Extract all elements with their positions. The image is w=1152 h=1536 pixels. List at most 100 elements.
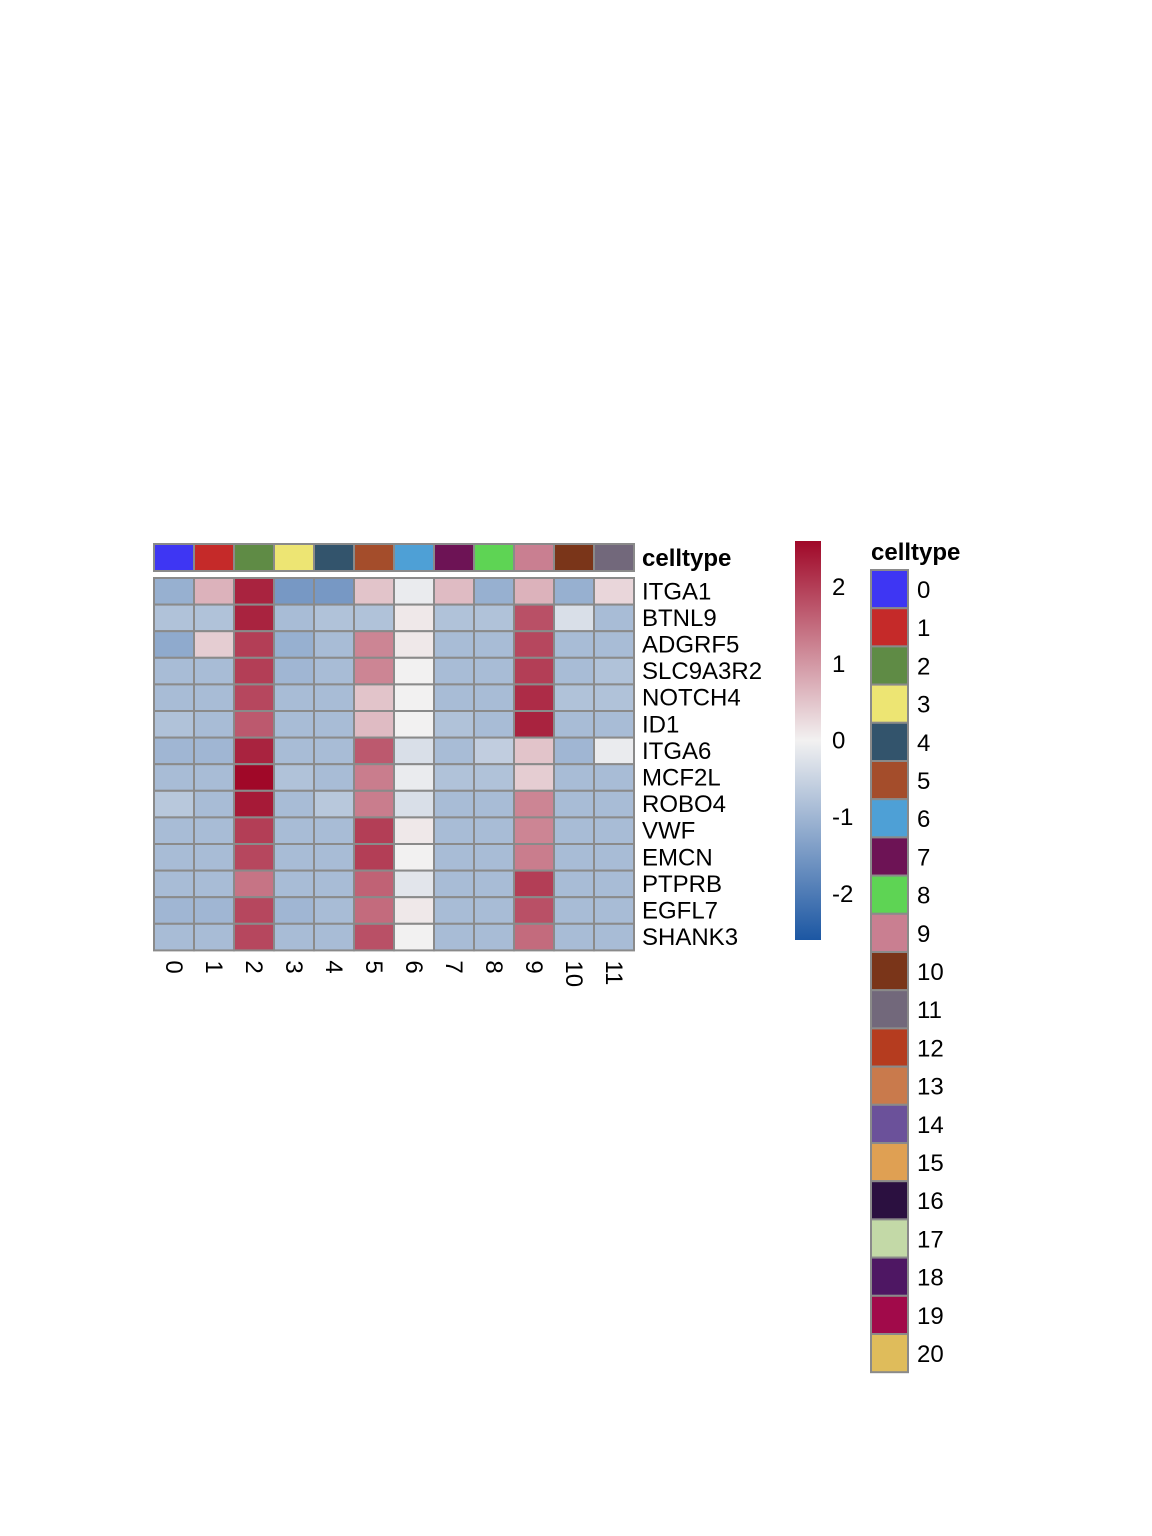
heatmap-cell [353, 630, 395, 659]
row-label: SLC9A3R2 [642, 658, 762, 685]
heatmap-cell [473, 630, 515, 659]
heatmap-cell [513, 577, 555, 606]
heatmap-cell [153, 603, 195, 633]
legend-swatch [870, 760, 909, 801]
heatmap-cell [513, 603, 555, 633]
heatmap-cell [433, 843, 475, 872]
heatmap-cell [553, 843, 595, 872]
heatmap-cell [433, 683, 475, 713]
heatmap-cell [393, 763, 435, 792]
heatmap-cell [153, 843, 195, 872]
legend-swatch [870, 1218, 909, 1259]
column-label: 5 [360, 960, 387, 973]
annotation-cell [193, 543, 235, 572]
column-label: 3 [280, 960, 307, 973]
legend-swatch [870, 1065, 909, 1106]
heatmap-cell [193, 710, 235, 739]
heatmap-cell [313, 843, 355, 872]
heatmap-cell [313, 922, 355, 952]
celltype-annotation-bar [153, 543, 635, 572]
legend-label: 0 [917, 577, 930, 604]
heatmap-cell [233, 922, 275, 952]
heatmap-cell [273, 816, 315, 846]
heatmap-cell [353, 896, 395, 925]
heatmap-cell [313, 710, 355, 739]
heatmap-cell [393, 843, 435, 872]
heatmap-cell [353, 843, 395, 872]
heatmap-cell [233, 763, 275, 792]
heatmap-cell [193, 683, 235, 713]
column-label: 8 [480, 960, 507, 973]
legend-label: 3 [917, 692, 930, 719]
heatmap-cell [513, 789, 555, 819]
legend-label: 20 [917, 1341, 944, 1368]
heatmap-cell [353, 736, 395, 766]
annotation-cell [513, 543, 555, 572]
legend-swatch [870, 798, 909, 839]
heatmap-cell [153, 656, 195, 686]
row-label: EMCN [642, 844, 713, 871]
heatmap-cell [233, 603, 275, 633]
heatmap-cell [273, 896, 315, 925]
legend-label: 1 [917, 615, 930, 642]
heatmap-cell [553, 736, 595, 766]
heatmap-cell [273, 577, 315, 606]
column-label: 2 [240, 960, 267, 973]
heatmap-cell [233, 843, 275, 872]
heatmap-cell [353, 683, 395, 713]
legend-label: 12 [917, 1035, 944, 1062]
heatmap-cell [193, 869, 235, 899]
heatmap-cell [473, 816, 515, 846]
legend-label: 5 [917, 768, 930, 795]
heatmap-cell [473, 922, 515, 952]
heatmap-cell [393, 736, 435, 766]
heatmap-cell [593, 683, 635, 713]
color-scale-tick: 2 [832, 574, 845, 601]
row-label: ID1 [642, 711, 679, 738]
annotation-cell [233, 543, 275, 572]
heatmap-cell [473, 577, 515, 606]
heatmap-cell [513, 816, 555, 846]
heatmap-cell [193, 843, 235, 872]
heatmap-cell [153, 896, 195, 925]
row-label: EGFL7 [642, 898, 718, 925]
heatmap-cell [593, 656, 635, 686]
row-label: ITGA1 [642, 578, 711, 605]
color-scale-tick: -2 [832, 881, 853, 908]
row-label: ADGRF5 [642, 632, 739, 659]
heatmap-cell [273, 603, 315, 633]
heatmap-cell [273, 736, 315, 766]
heatmap-cell [553, 683, 595, 713]
heatmap-cell [433, 656, 475, 686]
heatmap-cell [273, 922, 315, 952]
heatmap-cell [193, 736, 235, 766]
heatmap-cell [273, 763, 315, 792]
annotation-cell [473, 543, 515, 572]
heatmap-cell [393, 603, 435, 633]
heatmap-cell [313, 736, 355, 766]
annotation-cell [593, 543, 635, 572]
heatmap-cell [393, 816, 435, 846]
heatmap-cell [553, 603, 595, 633]
heatmap-cell [513, 630, 555, 659]
heatmap-cell [393, 577, 435, 606]
legend-label: 4 [917, 730, 930, 757]
legend-swatch [870, 1103, 909, 1145]
legend-label: 7 [917, 844, 930, 871]
column-label: 7 [440, 960, 467, 973]
legend-swatch [870, 951, 909, 992]
heatmap-cell [273, 789, 315, 819]
heatmap-cell [313, 763, 355, 792]
legend-swatch [870, 1180, 909, 1221]
heatmap-cell [433, 922, 475, 952]
legend-swatch [870, 989, 909, 1030]
heatmap-cell [193, 603, 235, 633]
legend-label: 17 [917, 1226, 944, 1253]
row-label: MCF2L [642, 765, 721, 792]
heatmap-cell [393, 630, 435, 659]
heatmap-cell [433, 603, 475, 633]
heatmap-cell [553, 869, 595, 899]
heatmap-cell [593, 736, 635, 766]
heatmap-cell [513, 922, 555, 952]
